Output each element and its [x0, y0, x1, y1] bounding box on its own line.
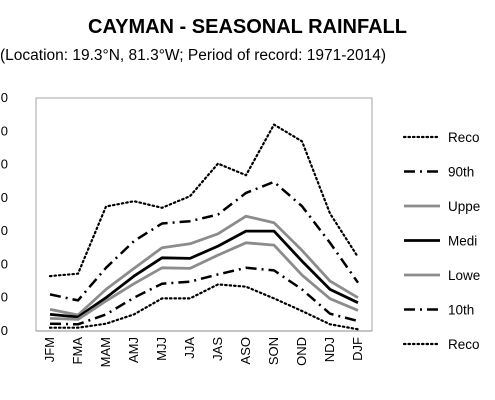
- x-tick-label: SON: [266, 337, 281, 365]
- legend-label: Reco: [448, 337, 480, 352]
- chart-subtitle: (Location: 19.3°N, 81.3°W; Period of rec…: [0, 47, 387, 64]
- legend-label: 10th: [448, 303, 474, 318]
- x-tick-label: MJJ: [154, 337, 169, 361]
- x-tick-label: ASO: [238, 337, 253, 364]
- series-lines: [48, 123, 360, 331]
- y-tick-label: 0: [1, 256, 8, 271]
- x-tick-label: JFM: [42, 337, 57, 362]
- x-tick-label: JJA: [182, 337, 197, 359]
- legend-label: Lowe: [448, 268, 480, 283]
- chart-title: CAYMAN - SEASONAL RAINFALL: [88, 16, 407, 38]
- y-tick-label: 0: [1, 123, 8, 138]
- y-tick-label: 0: [1, 190, 8, 205]
- x-tick-label: NDJ: [322, 337, 337, 362]
- x-tick-label: DJF: [350, 337, 365, 361]
- plot-area-border: [35, 97, 373, 332]
- series-line-6: [48, 283, 360, 331]
- x-tick-labels: JFM FMA MAM AMJ MJJ JJA JAS ASO SON OND NDJ DJF: [42, 337, 365, 368]
- legend-label: Reco: [448, 130, 480, 145]
- series-line-0: [48, 123, 360, 278]
- x-tick-label: FMA: [70, 337, 85, 365]
- axes: [35, 97, 373, 332]
- series-line-2: [49, 214, 359, 317]
- series-line-5: [49, 266, 359, 326]
- y-tick-labels: 0 0 0 0 0 0 0 0: [1, 90, 8, 338]
- series-line-3: [49, 229, 359, 319]
- y-tick-label: 0: [1, 223, 8, 238]
- y-tick-label: 0: [1, 157, 8, 172]
- legend-label: 90th: [448, 165, 474, 180]
- legend-label: Medi: [448, 234, 477, 249]
- series-line-4: [49, 241, 359, 321]
- y-tick-label: 0: [1, 323, 8, 338]
- series-line-1: [49, 180, 360, 302]
- y-tick-label: 0: [1, 90, 8, 105]
- x-tick-label: AMJ: [126, 337, 141, 363]
- x-tick-label: JAS: [210, 337, 225, 361]
- x-tick-label: OND: [294, 337, 309, 366]
- x-tick-label: MAM: [98, 337, 113, 367]
- legend-label: Uppe: [448, 199, 480, 214]
- y-tick-label: 0: [1, 290, 8, 305]
- legend: Reco 90th Uppe Medi Lowe 10th Reco: [402, 130, 480, 352]
